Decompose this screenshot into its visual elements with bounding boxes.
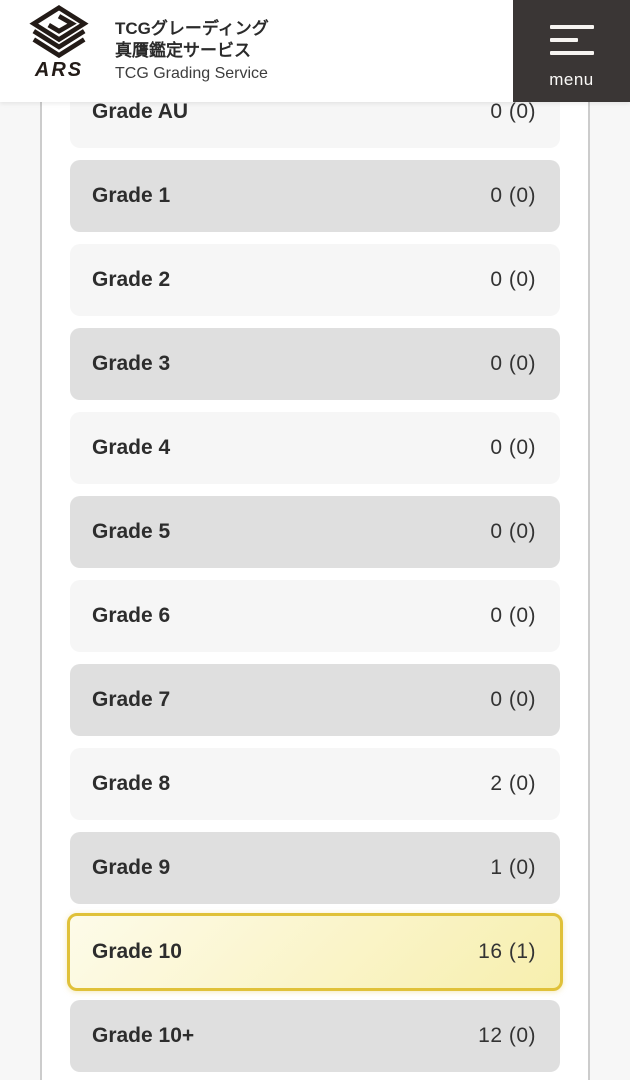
grade-row-count: 0 (0): [490, 688, 536, 711]
grade-row-count: 0 (0): [490, 184, 536, 207]
grade-row[interactable]: Grade 4 0 (0): [70, 412, 560, 484]
site-title-ja-line1: TCGグレーディング: [115, 19, 269, 38]
grade-row-count: 12 (0): [478, 1024, 536, 1047]
grade-row-label: Grade 10+: [92, 1024, 195, 1047]
grade-row-count: 0 (0): [490, 436, 536, 459]
grade-row[interactable]: Grade 8 2 (0): [70, 748, 560, 820]
grade-row[interactable]: Grade 5 0 (0): [70, 496, 560, 568]
grade-row-count: 0 (0): [490, 604, 536, 627]
grade-row[interactable]: Grade 10+ 12 (0): [70, 1000, 560, 1072]
grade-row[interactable]: Grade 2 0 (0): [70, 244, 560, 316]
grade-row-label: Grade 8: [92, 772, 171, 795]
grade-row-label: Grade 3: [92, 352, 171, 375]
grade-row-count: 16 (1): [478, 940, 536, 963]
grade-list: Grade AU 0 (0) Grade 1 0 (0) Grade 2 0 (…: [42, 0, 588, 1072]
menu-button-label: menu: [549, 70, 594, 89]
grade-row-label: Grade 2: [92, 268, 171, 291]
site-title: TCGグレーディング 真贋鑑定サービス TCG Grading Service: [115, 18, 269, 85]
grade-row-label: Grade 6: [92, 604, 171, 627]
grade-row-label: Grade 5: [92, 520, 171, 543]
grade-row[interactable]: Grade 1 0 (0): [70, 160, 560, 232]
menu-button[interactable]: menu: [513, 0, 630, 102]
grade-row-label: Grade 7: [92, 688, 171, 711]
site-title-en: TCG Grading Service: [115, 65, 268, 82]
grade-row-count: 2 (0): [490, 772, 536, 795]
site-title-ja-line2: 真贋鑑定サービス: [115, 41, 251, 60]
grade-row-count: 1 (0): [490, 856, 536, 879]
grade-row-label: Grade 9: [92, 856, 171, 879]
ars-logo-icon: [29, 5, 89, 59]
ars-logo-text: ARS: [34, 59, 84, 81]
grade-row-label: Grade 1: [92, 184, 171, 207]
grade-row[interactable]: Grade 7 0 (0): [70, 664, 560, 736]
grade-row-label: Grade AU: [92, 100, 189, 123]
hamburger-icon: [549, 25, 594, 64]
grade-row[interactable]: Grade 10 16 (1): [67, 913, 563, 991]
grade-row[interactable]: Grade 9 1 (0): [70, 832, 560, 904]
grade-row-count: 0 (0): [490, 352, 536, 375]
app-header: ARS TCGグレーディング 真贋鑑定サービス TCG Grading Serv…: [0, 0, 630, 102]
grade-row-count: 0 (0): [490, 100, 536, 123]
ars-logo[interactable]: ARS: [26, 5, 92, 82]
grade-row[interactable]: Grade 3 0 (0): [70, 328, 560, 400]
grade-row-label: Grade 10: [92, 940, 182, 963]
content-panel: Grade AU 0 (0) Grade 1 0 (0) Grade 2 0 (…: [40, 0, 590, 1080]
grade-row[interactable]: Grade 6 0 (0): [70, 580, 560, 652]
grade-row-label: Grade 4: [92, 436, 171, 459]
grade-row-count: 0 (0): [490, 268, 536, 291]
grade-row-count: 0 (0): [490, 520, 536, 543]
